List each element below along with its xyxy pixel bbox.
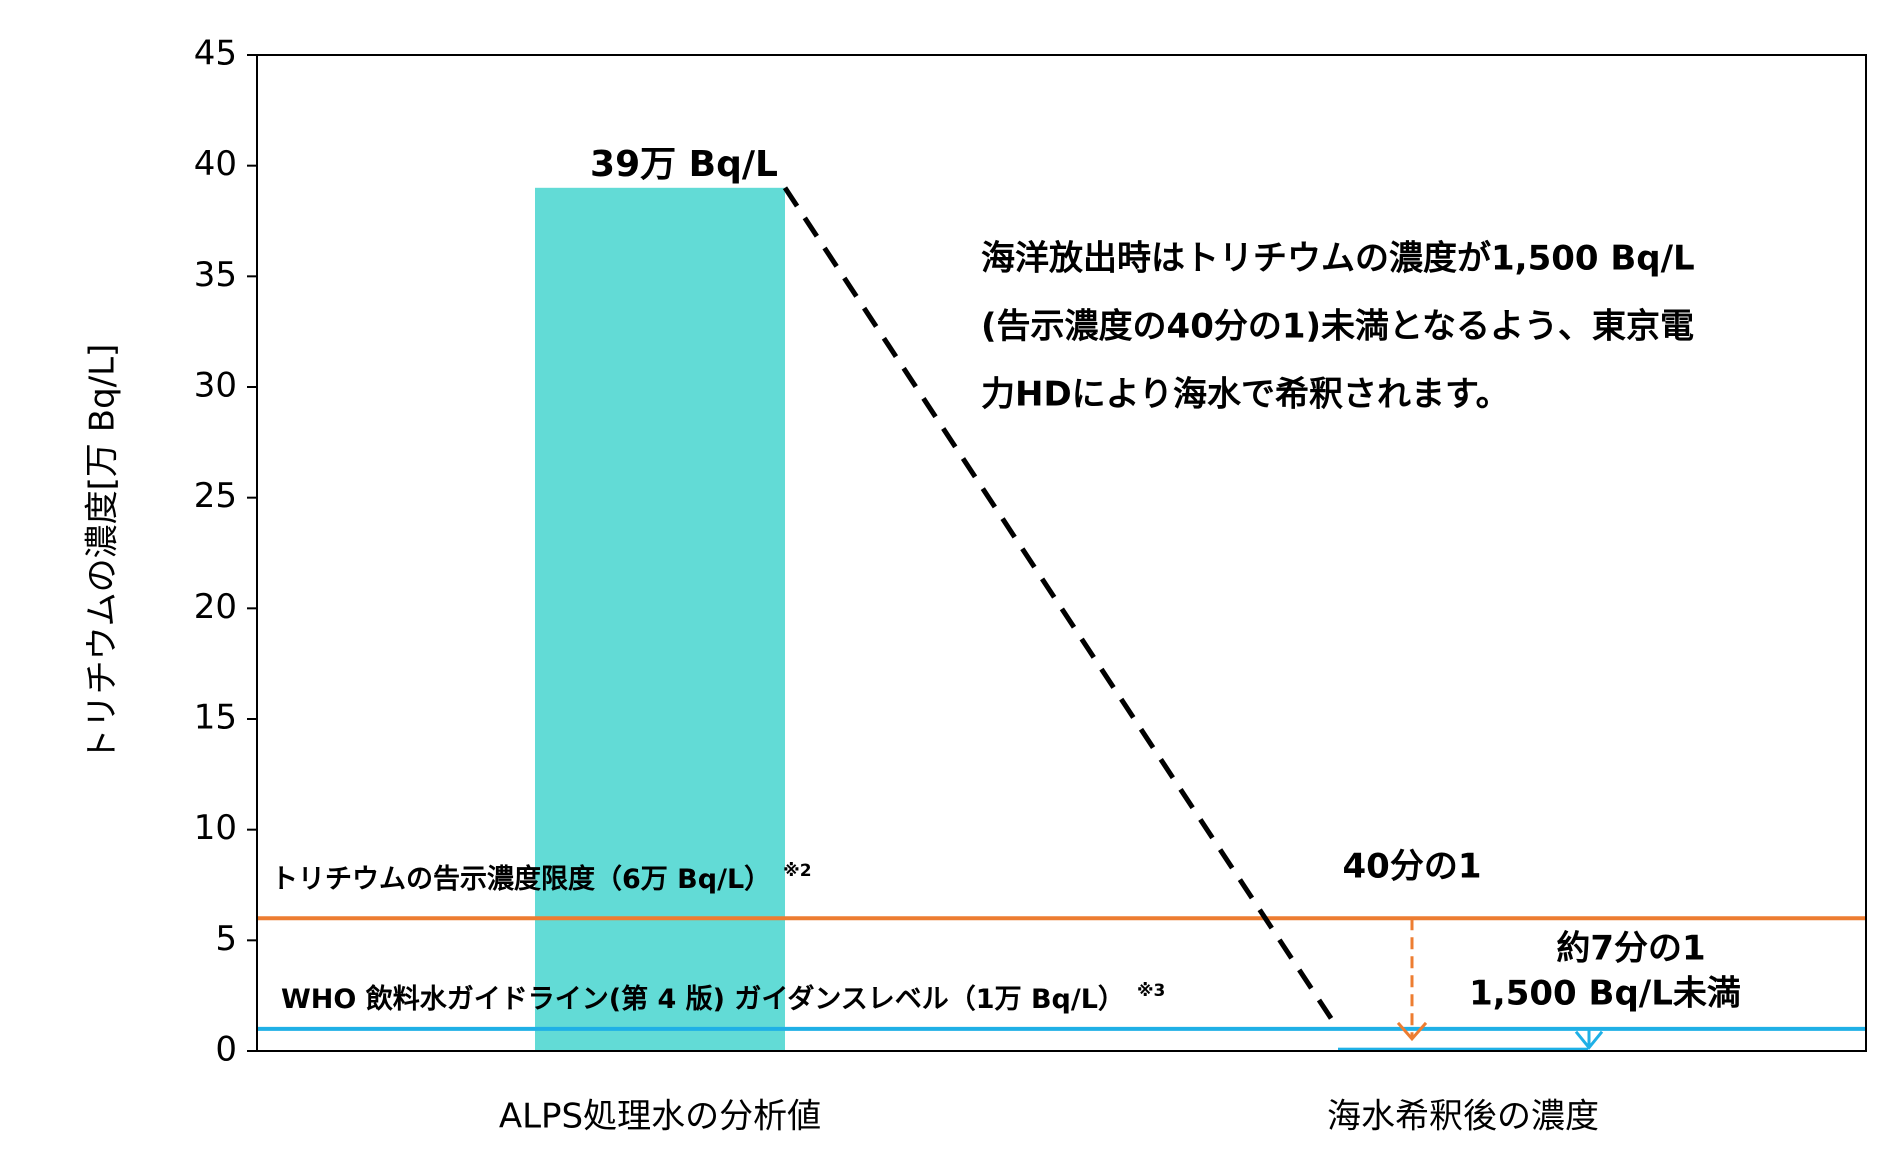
description: (告示濃度の40分の1)未満となるよう、東京電 [981, 307, 1694, 347]
value-label: 39万 Bq/L [590, 144, 778, 185]
annotation: 約7分の1 [1556, 929, 1705, 969]
reference-label-text: トリチウムの告示濃度限度（6万 Bq/L） [271, 863, 771, 895]
reference-note: ※3 [1137, 981, 1165, 1001]
y-tick-label: 10 [194, 808, 237, 848]
arrow-head [1574, 1030, 1604, 1051]
arrow-head [1396, 1021, 1428, 1042]
description: 海洋放出時はトリチウムの濃度が1,500 Bq/L [981, 239, 1695, 279]
reference-label-text: WHO 飲料水ガイドライン(第 4 版) ガイダンスレベル（1万 Bq/L） [281, 983, 1125, 1015]
annotation: 40分の1 [1343, 847, 1482, 887]
bar [1338, 1047, 1588, 1051]
description: 力HDにより海水で希釈されます。 [981, 375, 1510, 415]
y-tick-label: 25 [194, 476, 237, 516]
y-tick-label: 30 [194, 366, 237, 406]
y-tick-label: 5 [215, 919, 237, 959]
x-tick-label: 海水希釈後の濃度 [1327, 1097, 1599, 1137]
bar [535, 187, 785, 1052]
y-tick-label: 35 [194, 255, 237, 295]
reference-label: トリチウムの告示濃度限度（6万 Bq/L） ※2 [271, 861, 812, 895]
plot-frame [256, 54, 1867, 1052]
value-label: 1,500 Bq/L未満 [1469, 974, 1741, 1014]
y-tick-label: 0 [215, 1030, 237, 1070]
reference-note: ※2 [783, 861, 811, 881]
y-tick-label: 15 [194, 698, 237, 738]
x-tick-label: ALPS処理水の分析値 [499, 1097, 821, 1137]
reference-label: WHO 飲料水ガイドライン(第 4 版) ガイダンスレベル（1万 Bq/L） ※3 [281, 981, 1165, 1015]
y-axis-label: トリチウムの濃度[万 Bq/L] [83, 344, 123, 763]
dilution-line [782, 186, 1341, 1031]
y-tick-label: 45 [194, 34, 237, 74]
y-tick-label: 20 [194, 587, 237, 627]
y-tick-label: 40 [194, 144, 237, 184]
